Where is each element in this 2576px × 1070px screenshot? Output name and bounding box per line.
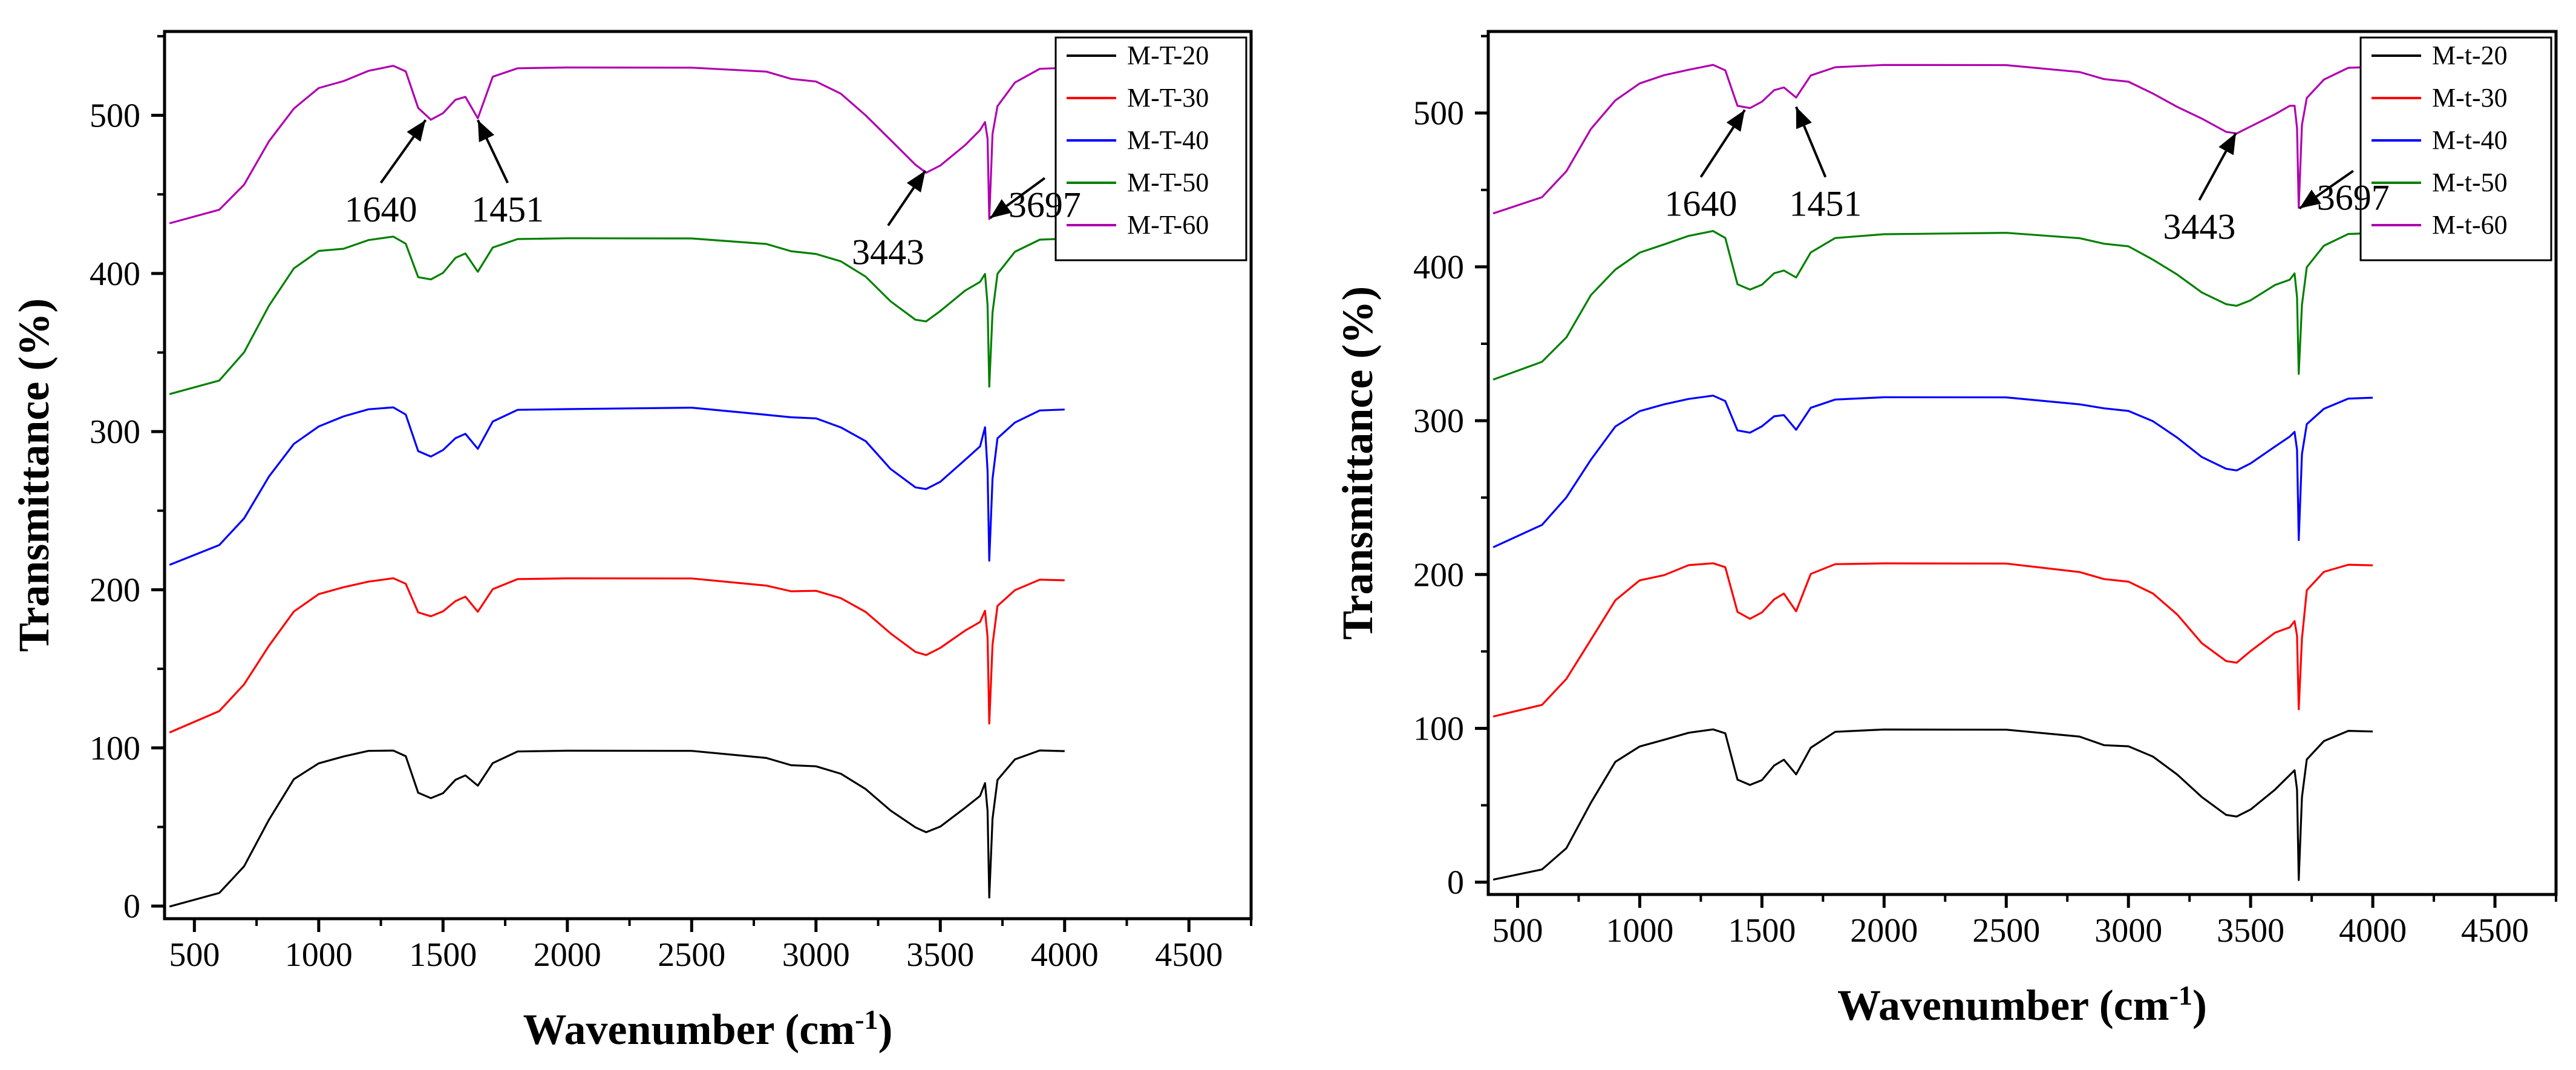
series-line-m-t-50 bbox=[169, 235, 1065, 395]
y-tick-label: 400 bbox=[90, 255, 140, 293]
legend-label: M-t-60 bbox=[2432, 210, 2508, 240]
annotation-arrowhead bbox=[906, 170, 926, 192]
left-chart-panel: 500 1000 1500 2000 2500 3000 3500 4000 4500 0 100 2… bbox=[10, 30, 1253, 1054]
y-tick-label: 100 bbox=[90, 730, 140, 767]
x-tick-label: 3000 bbox=[2094, 912, 2162, 950]
y-tick-label: 500 bbox=[1413, 95, 1464, 133]
x-tick-label: 500 bbox=[169, 936, 220, 974]
plot-frame bbox=[163, 30, 1253, 921]
right-chart-panel: 500 1000 1500 2000 2500 3000 3500 4000 4500 0 100 2… bbox=[1333, 30, 2558, 1030]
legend-box bbox=[2359, 36, 2552, 261]
annotation-3697: 3697 bbox=[1008, 185, 1081, 225]
x-axis-label: Wavenumber (cm-1) bbox=[1837, 980, 2207, 1030]
legend-label: M-T-60 bbox=[1127, 210, 1209, 240]
legend-label: M-T-50 bbox=[1127, 168, 1209, 197]
annotation-arrowhead bbox=[1726, 110, 1745, 132]
series-line-m-t-50 bbox=[1492, 230, 2373, 381]
series-line-m-t-40 bbox=[1492, 395, 2373, 548]
legend-box bbox=[1054, 36, 1247, 261]
plot-frame bbox=[1486, 30, 2558, 896]
legend-label: M-T-20 bbox=[1127, 41, 1209, 70]
y-tick-label: 500 bbox=[90, 97, 140, 134]
series-line-m-t-20 bbox=[169, 749, 1065, 908]
x-tick-label: 1500 bbox=[1728, 912, 1796, 950]
series-line-m-t-60 bbox=[1492, 64, 2373, 215]
x-tick-label: 2500 bbox=[1972, 912, 2040, 950]
y-tick-label: 200 bbox=[1413, 556, 1464, 594]
annotation-arrowhead bbox=[477, 120, 495, 143]
x-tick-label: 3500 bbox=[906, 936, 974, 974]
annotation-1640: 1640 bbox=[345, 189, 417, 229]
series-line-m-t-20 bbox=[1492, 728, 2373, 881]
x-tick-label: 2500 bbox=[658, 936, 725, 974]
y-axis-label: Transmittance (%) bbox=[1333, 286, 1382, 640]
legend-label: M-T-40 bbox=[1127, 125, 1209, 155]
annotation-1640: 1640 bbox=[1664, 184, 1737, 224]
legend-label: M-t-50 bbox=[2432, 168, 2508, 197]
x-tick-label: 1500 bbox=[409, 936, 477, 974]
annotation-1451: 1451 bbox=[471, 189, 544, 229]
y-tick-label: 200 bbox=[90, 571, 140, 609]
y-tick-label: 400 bbox=[1413, 249, 1464, 286]
legend-label: M-t-30 bbox=[2432, 83, 2508, 113]
x-tick-label: 4000 bbox=[1031, 936, 1099, 974]
annotation-3443: 3443 bbox=[852, 232, 924, 272]
annotation-arrowhead bbox=[2218, 133, 2236, 156]
series-line-m-t-40 bbox=[169, 406, 1065, 566]
x-tick-label: 500 bbox=[1492, 912, 1543, 950]
annotation-3443: 3443 bbox=[2163, 207, 2235, 247]
x-tick-label: 1000 bbox=[285, 936, 353, 974]
y-tick-label: 300 bbox=[90, 413, 140, 451]
series-line-m-t-60 bbox=[169, 65, 1065, 225]
annotation-arrowhead bbox=[1796, 107, 1812, 130]
x-tick-label: 4500 bbox=[2461, 912, 2529, 950]
legend-label: M-t-40 bbox=[2432, 125, 2508, 155]
y-tick-label: 0 bbox=[123, 888, 140, 925]
x-tick-label: 4000 bbox=[2339, 912, 2407, 950]
x-axis-label: Wavenumber (cm-1) bbox=[523, 1004, 893, 1054]
x-tick-label: 1000 bbox=[1606, 912, 1673, 950]
annotation-3697: 3697 bbox=[2317, 177, 2390, 217]
annotation-arrowhead bbox=[2299, 189, 2321, 209]
x-tick-label: 4500 bbox=[1155, 936, 1223, 974]
legend-label: M-t-20 bbox=[2432, 41, 2508, 70]
x-tick-label: 2000 bbox=[534, 936, 601, 974]
y-tick-label: 100 bbox=[1413, 710, 1464, 747]
x-tick-label: 2000 bbox=[1850, 912, 1918, 950]
y-tick-label: 300 bbox=[1413, 402, 1464, 440]
legend-label: M-T-30 bbox=[1127, 83, 1209, 113]
x-tick-label: 3000 bbox=[782, 936, 850, 974]
series-line-m-t-30 bbox=[169, 577, 1065, 734]
annotation-arrowhead bbox=[990, 199, 1012, 218]
series-line-m-t-30 bbox=[1492, 562, 2373, 718]
annotation-1451: 1451 bbox=[1789, 184, 1862, 224]
annotation-arrowhead bbox=[407, 120, 426, 142]
y-tick-label: 0 bbox=[1447, 864, 1464, 902]
y-axis-label: Transmittance (%) bbox=[10, 298, 58, 652]
x-tick-label: 3500 bbox=[2217, 912, 2284, 950]
